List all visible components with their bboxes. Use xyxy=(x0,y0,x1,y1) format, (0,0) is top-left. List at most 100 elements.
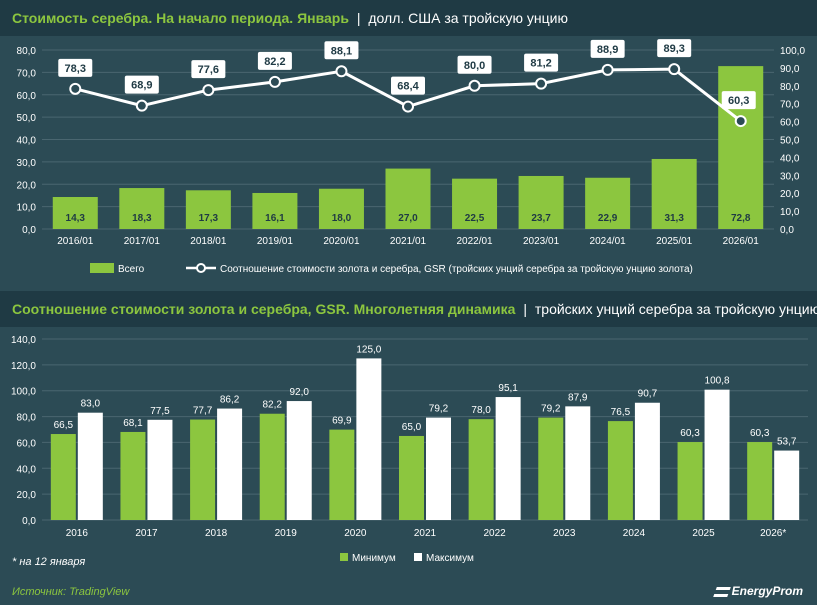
chart1-y-right-tick-label: 40,0 xyxy=(780,153,800,164)
chart1-gsr-label-box xyxy=(721,91,756,110)
chart2-header: Соотношение стоимости золота и серебра, … xyxy=(0,291,817,327)
chart1-y-right-tick-label: 90,0 xyxy=(780,64,800,75)
chart1-gsr-label-box xyxy=(191,60,226,79)
chart2-title: Соотношение стоимости золота и серебра, … xyxy=(12,301,516,317)
chart1-gsr-point xyxy=(402,100,414,113)
chart1-y-left-tick-label: 20,0 xyxy=(17,180,37,191)
chart1-header: Стоимость серебра. На начало периода. Ян… xyxy=(0,0,817,36)
chart2-x-tick-label: 2020 xyxy=(344,528,367,539)
chart1-gsr-data-label: 60,3 xyxy=(728,95,749,107)
chart2-legend-max-label: Максимум xyxy=(426,553,474,564)
chart1-gsr-label-box xyxy=(391,76,425,95)
chart1-gsr-label-box xyxy=(524,53,559,72)
chart1-bar xyxy=(318,188,364,229)
chart1-gsr-label-box xyxy=(257,51,292,70)
chart2-y-tick-label: 120,0 xyxy=(11,361,36,372)
chart1-x-tick-label: 2023/01 xyxy=(523,236,560,247)
chart1-y-right-tick-label: 20,0 xyxy=(780,189,800,200)
chart1-bar xyxy=(452,178,498,229)
chart1-legend-line-marker xyxy=(196,263,206,273)
chart2-min-bar xyxy=(50,434,76,520)
chart2-min-data-label: 82,2 xyxy=(262,400,282,411)
chart2-y-tick-label: 100,0 xyxy=(11,387,36,398)
chart2-max-data-label: 90,7 xyxy=(638,389,658,400)
chart2-max-bar xyxy=(217,408,243,520)
chart1-y-left-tick-label: 10,0 xyxy=(17,203,37,214)
brand-logo: EnergyProm xyxy=(712,584,803,598)
chart1-gsr-point xyxy=(268,75,281,88)
chart2-min-bar xyxy=(677,442,703,520)
chart1-gsr-point xyxy=(468,79,481,92)
chart2-min-bar xyxy=(190,419,216,520)
chart1-bar xyxy=(585,177,631,229)
chart1-y-right-tick-label: 60,0 xyxy=(780,118,800,129)
chart1-y-right-tick-label: 70,0 xyxy=(780,100,800,111)
chart1-bar-data-label: 27,0 xyxy=(398,213,418,224)
chart1-bar-data-label: 17,3 xyxy=(199,213,219,224)
chart1-y-right-tick-label: 50,0 xyxy=(780,136,800,147)
chart2-x-tick-label: 2026* xyxy=(760,528,786,539)
chart1-gsr-label-box xyxy=(58,58,93,77)
chart2-min-bar xyxy=(329,429,355,520)
chart1-x-tick-label: 2025/01 xyxy=(656,236,693,247)
chart1-x-tick-label: 2017/01 xyxy=(124,236,161,247)
chart2-x-tick-label: 2023 xyxy=(553,528,576,539)
chart2-max-bar xyxy=(77,412,103,520)
chart1-gsr-data-label: 77,6 xyxy=(198,64,219,76)
chart1-gsr-data-label: 80,0 xyxy=(464,60,485,72)
chart1-bar-data-label: 31,3 xyxy=(664,213,684,224)
chart1-x-tick-label: 2020/01 xyxy=(323,236,360,247)
chart1-y-right-tick-label: 10,0 xyxy=(780,207,800,218)
chart1-gsr-point xyxy=(135,99,148,112)
chart1-gsr-point xyxy=(601,63,614,76)
chart2-min-bar xyxy=(468,419,494,520)
chart2-min-bar xyxy=(259,413,285,520)
chart2-unit: тройских унций серебра за тройскую унцию… xyxy=(534,301,817,317)
chart1-x-tick-label: 2016/01 xyxy=(57,236,94,247)
chart1-bar-data-label: 14,3 xyxy=(66,213,86,224)
source-note: Источник: TradingView xyxy=(12,586,130,598)
chart1-silver-price: 0,0 10,0 20,0 30,0 40,0 50,0 60,0 70,0 80,0 0,0 10… xyxy=(17,39,805,275)
chart1-x-tick-label: 2021/01 xyxy=(390,236,427,247)
chart2-y-tick-label: 60,0 xyxy=(17,438,37,449)
chart2-min-data-label: 68,1 xyxy=(123,418,143,429)
chart1-gsr-point xyxy=(69,82,82,95)
chart2-max-bar xyxy=(426,417,451,520)
chart2-min-data-label: 65,0 xyxy=(402,422,422,433)
chart2-y-tick-label: 20,0 xyxy=(17,490,37,501)
chart1-gsr-data-label: 89,3 xyxy=(663,43,684,55)
chart2-y-tick-label: 40,0 xyxy=(17,464,37,475)
chart1-gsr-data-label: 88,1 xyxy=(331,45,352,57)
chart1-y-right-tick-label: 80,0 xyxy=(780,82,800,93)
chart2-min-data-label: 78,0 xyxy=(471,405,491,416)
chart2-max-data-label: 92,0 xyxy=(289,387,309,398)
chart1-gsr-data-label: 88,9 xyxy=(597,44,618,56)
chart2-y-tick-label: 80,0 xyxy=(17,413,37,424)
chart2-x-tick-label: 2019 xyxy=(275,528,298,539)
chart2-min-bar xyxy=(538,417,564,520)
energyprom-logo-icon xyxy=(712,587,731,597)
chart2-min-bar xyxy=(399,435,424,520)
chart1-gsr-point xyxy=(335,65,348,78)
chart2-x-tick-label: 2024 xyxy=(623,528,646,539)
chart2-min-data-label: 69,9 xyxy=(332,416,352,427)
chart1-x-tick-label: 2026/01 xyxy=(723,236,760,247)
chart1-title: Стоимость серебра. На начало периода. Ян… xyxy=(12,10,349,26)
chart1-gsr-label-box xyxy=(457,55,492,74)
chart1-bar-data-label: 16,1 xyxy=(265,213,285,224)
chart1-gsr-data-label: 81,2 xyxy=(530,58,551,70)
chart2-min-data-label: 77,7 xyxy=(193,406,213,417)
chart1-x-tick-label: 2019/01 xyxy=(257,236,294,247)
chart1-gsr-data-label: 82,2 xyxy=(264,56,285,68)
chart1-bar-data-label: 22,9 xyxy=(598,213,618,224)
chart1-gsr-label-box xyxy=(590,39,625,58)
chart1-bar-data-label: 22,5 xyxy=(465,213,485,224)
chart2-max-bar xyxy=(774,450,800,520)
chart2-y-tick-label: 0,0 xyxy=(22,516,36,527)
chart1-legend-bar-swatch xyxy=(90,263,114,273)
chart2-x-tick-label: 2017 xyxy=(135,528,158,539)
chart2-x-tick-label: 2021 xyxy=(414,528,437,539)
chart2-y-tick-label: 140,0 xyxy=(11,335,36,346)
chart2-x-tick-label: 2018 xyxy=(205,528,228,539)
chart2-max-data-label: 100,8 xyxy=(705,376,730,387)
